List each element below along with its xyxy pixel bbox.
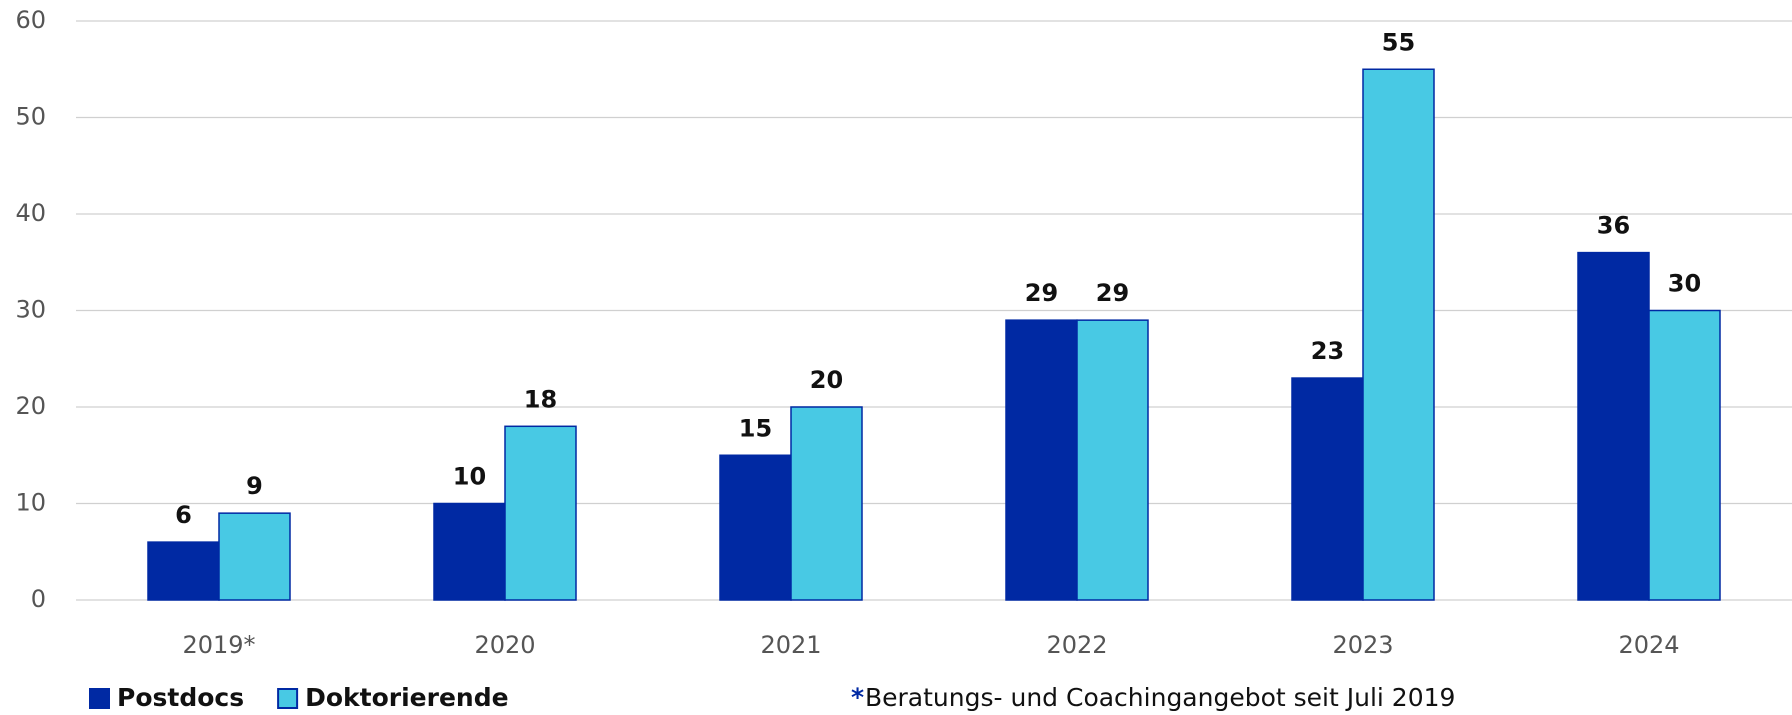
value-label: 18	[524, 385, 557, 413]
value-label: 6	[175, 501, 192, 529]
value-label: 10	[453, 463, 486, 491]
bar	[790, 406, 863, 601]
y-tick-label: 40	[15, 199, 46, 227]
y-tick-label: 60	[15, 6, 46, 34]
bar	[1291, 377, 1364, 601]
legend-swatch	[277, 688, 299, 709]
value-label: 9	[246, 472, 263, 500]
bar	[433, 502, 506, 601]
bar	[1076, 319, 1149, 601]
legend-swatch	[89, 688, 110, 709]
bar	[1648, 309, 1721, 601]
y-tick-label: 0	[31, 585, 46, 613]
legend-label: Doktorierende	[305, 683, 508, 712]
bar	[719, 454, 792, 601]
bar	[218, 512, 291, 601]
bar	[147, 541, 220, 601]
x-tick-label: 2022	[1046, 631, 1107, 659]
y-tick-label: 10	[15, 489, 46, 517]
legend-label: Postdocs	[117, 683, 244, 712]
value-label: 29	[1096, 279, 1129, 307]
value-label: 30	[1668, 270, 1701, 298]
x-tick-label: 2019*	[182, 631, 255, 659]
value-label: 15	[739, 414, 772, 442]
bar	[504, 425, 577, 601]
bar	[1362, 68, 1435, 601]
y-tick-label: 20	[15, 392, 46, 420]
x-tick-label: 2023	[1332, 631, 1393, 659]
x-tick-label: 2020	[474, 631, 535, 659]
value-label: 55	[1382, 28, 1415, 56]
value-label: 36	[1597, 212, 1630, 240]
value-label: 20	[810, 366, 843, 394]
y-tick-label: 30	[15, 296, 46, 324]
bar	[1005, 319, 1078, 601]
x-tick-label: 2024	[1618, 631, 1679, 659]
value-label: 23	[1311, 337, 1344, 365]
footnote: Beratungs- und Coachingangebot seit Juli…	[865, 683, 1455, 712]
y-tick-label: 50	[15, 103, 46, 131]
value-label: 29	[1025, 279, 1058, 307]
bar	[1577, 251, 1650, 601]
footnote-marker: *	[851, 683, 864, 712]
x-tick-label: 2021	[760, 631, 821, 659]
